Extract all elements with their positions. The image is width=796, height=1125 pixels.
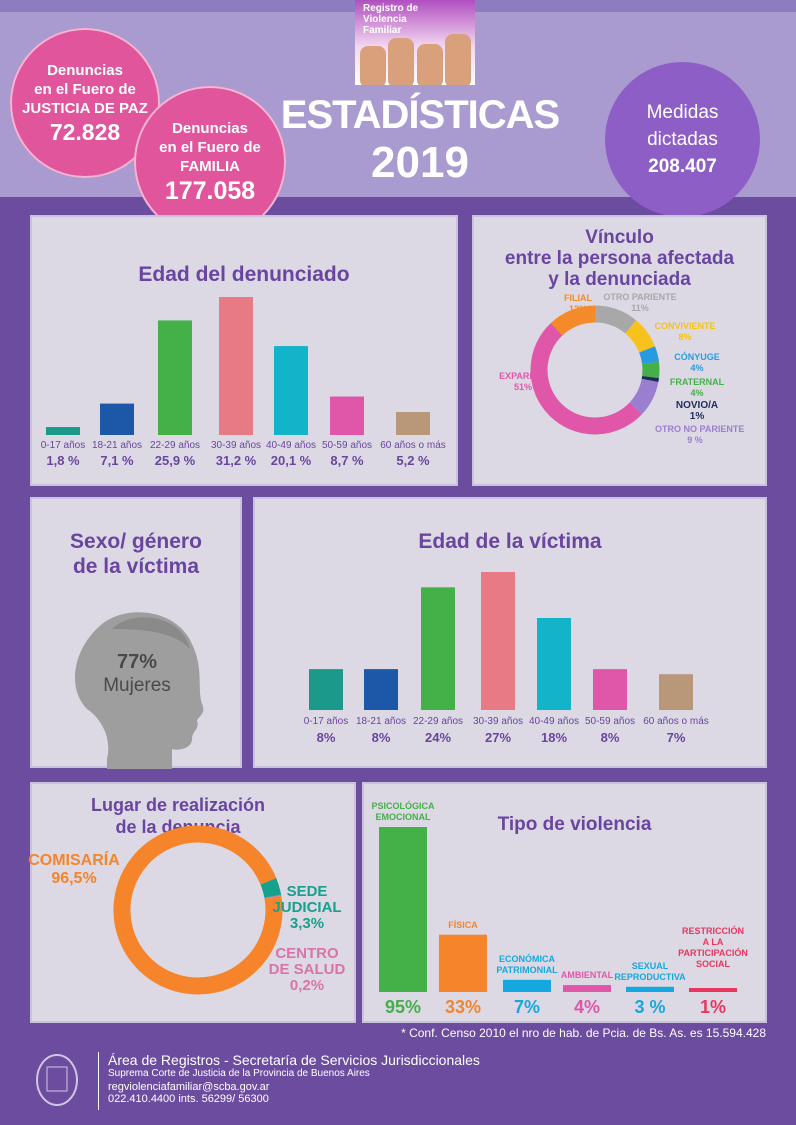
data-label: 3 % xyxy=(634,997,666,1017)
category-label: RESTRICCIÓN A LA PARTICIPACIÓN SOCIAL xyxy=(678,926,748,969)
chart-title: Edad del denunciado xyxy=(138,263,350,286)
tick-label: 0-17 años xyxy=(303,716,349,727)
data-label: 8% xyxy=(316,730,336,745)
chart-title: Vínculo entre la persona afectada y la d… xyxy=(474,227,765,290)
slice-label: FRATERNAL 4% xyxy=(669,377,725,398)
title-line: Lugar de realización xyxy=(90,795,266,815)
logo-text: Registro de Violencia Familiar xyxy=(363,3,419,36)
data-label: 31,2 % xyxy=(215,453,257,468)
data-label: 27% xyxy=(484,730,512,745)
slice-label: COMISARÍA 96,5% xyxy=(28,852,120,887)
female-percent: 77% xyxy=(116,651,158,673)
title-line: Sexo/ género xyxy=(70,530,202,553)
stat-label: Denuncias xyxy=(47,61,123,79)
data-label: 1,8 % xyxy=(46,453,80,468)
slice-label: NOVIO/A 1% xyxy=(675,400,719,422)
footer-info: Área de Registros - Secretaría de Servic… xyxy=(108,1052,480,1105)
title-line: Vínculo xyxy=(585,227,654,248)
stat-label: Denuncias xyxy=(172,119,248,137)
tick-label: 50-59 años xyxy=(321,440,373,451)
woman-silhouette-icon xyxy=(75,612,204,769)
seal-logo-icon xyxy=(36,1054,78,1106)
chart-title: Tipo de violencia xyxy=(497,814,652,835)
data-label: 18% xyxy=(540,730,568,745)
data-label: 8% xyxy=(600,730,620,745)
tick-label: 0-17 años xyxy=(40,440,86,451)
slice-label: OTRO PARIENTE 11% xyxy=(603,292,677,313)
tick-label: 30-39 años xyxy=(210,440,262,451)
category-label: SEXUAL REPRODUCTIVA xyxy=(614,960,686,982)
slice-label: SEDE JUDICIAL 3,3% xyxy=(272,883,342,932)
stat-label: JUSTICIA DE PAZ xyxy=(22,99,148,117)
data-label: 24% xyxy=(424,730,452,745)
stat-label: en el Fuero de xyxy=(159,138,261,156)
stat-label: FAMILIA xyxy=(180,157,240,175)
tick-label: 60 años o más xyxy=(643,716,709,727)
slice-label: CÓNYUGE 4% xyxy=(674,352,720,373)
tick-label: 18-21 años xyxy=(91,440,143,451)
footer-phone: 022.410.4400 ints. 56299/ 56300 xyxy=(108,1093,269,1105)
tick-label: 22-29 años xyxy=(149,440,201,451)
slice-label: OTRO NO PARIENTE 9 % xyxy=(655,424,745,445)
tick-label: 18-21 años xyxy=(355,716,407,727)
page-year: 2019 xyxy=(371,138,469,187)
slice-label: EXPAREJA 51% xyxy=(499,371,547,392)
data-label: 33% xyxy=(444,997,482,1017)
data-label: 4% xyxy=(573,997,600,1017)
data-label: 8% xyxy=(371,730,391,745)
footer-area: Área de Registros - Secretaría de Servic… xyxy=(108,1052,480,1068)
tick-label: 60 años o más xyxy=(380,440,446,451)
data-label: 25,9 % xyxy=(154,453,196,468)
category-label: PSICOLÓGICA EMOCIONAL xyxy=(371,801,435,822)
stat-value: 72.828 xyxy=(49,118,121,145)
data-label: 7% xyxy=(666,730,686,745)
female-label: Mujeres xyxy=(103,675,171,696)
data-label: 20,1 % xyxy=(270,453,312,468)
hands-icon xyxy=(360,34,471,85)
logo: Registro de Violencia Familiar xyxy=(355,0,475,85)
panel-sexo: Sexo/ género de la víctima 77% Mujeres xyxy=(30,497,242,769)
data-label: 7% xyxy=(513,997,540,1017)
footnote: * Conf. Censo 2010 el nro de hab. de Pci… xyxy=(401,1026,766,1040)
stat-label: Medidas xyxy=(646,102,719,123)
slice-label: CONVIVIENTE 8% xyxy=(654,321,716,342)
category-label: FÍSICA xyxy=(448,919,478,930)
page-title: ESTADÍSTICAS xyxy=(280,93,560,137)
stat-medidas: Medidas dictadas 208.407 xyxy=(605,62,760,217)
stat-value: 208.407 xyxy=(648,156,717,177)
data-label: 7,1 % xyxy=(100,453,134,468)
data-label: 1% xyxy=(699,997,726,1017)
chart-title: Edad de la víctima xyxy=(418,530,602,553)
tick-label: 30-39 años xyxy=(472,716,524,727)
title-line: y la denunciada xyxy=(548,269,691,290)
tick-label: 40-49 años xyxy=(265,440,317,451)
stat-label: en el Fuero de xyxy=(34,80,136,98)
tick-label: 22-29 años xyxy=(412,716,464,727)
panel-tipo: Tipo de violencia xyxy=(362,782,767,1023)
stat-familia: Denuncias en el Fuero de FAMILIA 177.058 xyxy=(134,86,286,238)
data-label: 95% xyxy=(384,997,422,1017)
title-line: entre la persona afectada xyxy=(504,248,735,269)
footer-email[interactable]: regviolenciafamiliar@scba.gov.ar xyxy=(108,1081,270,1093)
title-line: de la víctima xyxy=(72,555,200,578)
category-label: ECONÓMICA PATRIMONIAL xyxy=(496,953,558,975)
chart-title: Sexo/ género de la víctima xyxy=(32,529,240,579)
category-label: AMBIENTAL xyxy=(560,970,614,981)
data-label: 5,2 % xyxy=(396,453,430,468)
tick-label: 50-59 años xyxy=(584,716,636,727)
slice-label: FILIAL 12% xyxy=(564,293,592,314)
stat-value: 177.058 xyxy=(164,176,256,205)
data-label: 8,7 % xyxy=(330,453,364,468)
stat-label: dictadas xyxy=(647,129,718,150)
tick-label: 40-49 años xyxy=(528,716,580,727)
footer-court: Suprema Corte de Justicia de la Provinci… xyxy=(108,1068,370,1079)
slice-label: CENTRO DE SALUD 0,2% xyxy=(268,945,346,994)
footer-divider xyxy=(98,1052,99,1110)
